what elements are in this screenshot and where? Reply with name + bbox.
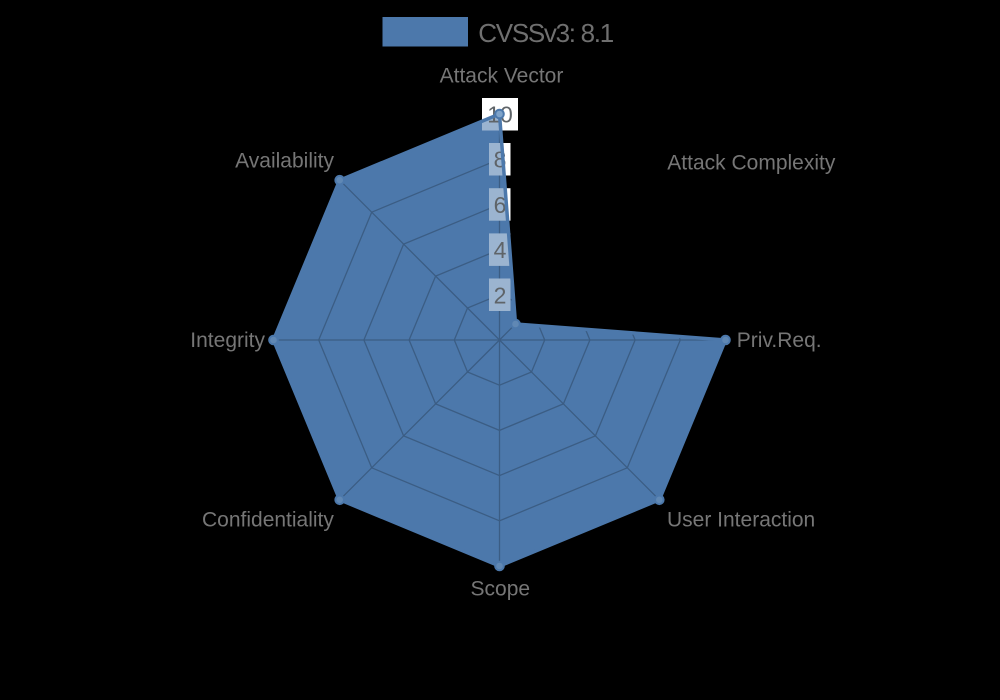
svg-text:User Interaction: User Interaction (667, 509, 815, 532)
svg-text:Attack Complexity: Attack Complexity (667, 151, 836, 174)
svg-text:CVSSv3: 8.1: CVSSv3: 8.1 (478, 18, 613, 48)
svg-text:Priv.Req.: Priv.Req. (737, 329, 822, 352)
svg-text:Integrity: Integrity (190, 329, 265, 352)
svg-text:Scope: Scope (471, 578, 531, 601)
svg-text:Confidentiality: Confidentiality (202, 509, 334, 532)
svg-text:6: 6 (494, 192, 507, 218)
svg-text:Attack Vector: Attack Vector (440, 64, 564, 87)
svg-text:Availability: Availability (235, 149, 334, 172)
svg-text:2: 2 (494, 282, 507, 308)
svg-text:4: 4 (494, 237, 507, 263)
